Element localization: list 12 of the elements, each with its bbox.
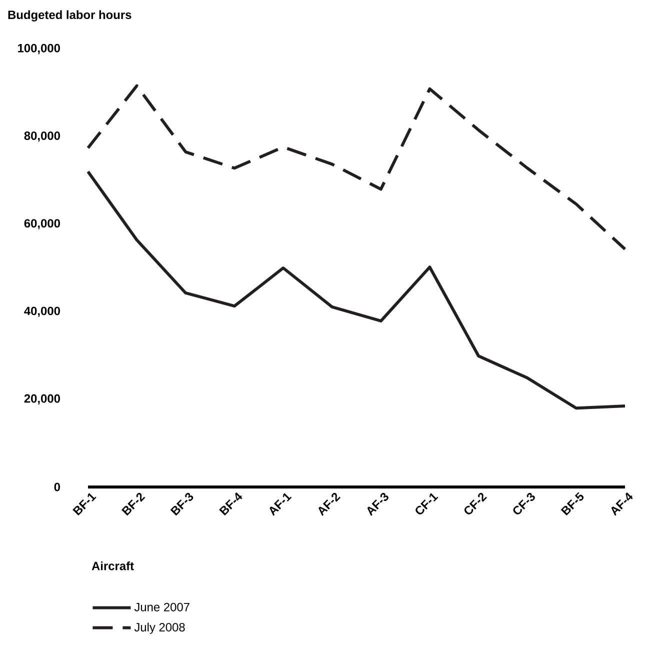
y-tick-label: 40,000	[24, 306, 60, 317]
legend-label: July 2008	[134, 622, 185, 634]
x-axis-title: Aircraft	[92, 561, 134, 570]
line-series	[86, 170, 626, 410]
y-axis-title: Budgeted labor hours	[8, 10, 132, 22]
legend-label: June 2007	[134, 602, 190, 612]
y-tick-label: 0	[54, 482, 60, 492]
y-tick-label: 60,000	[24, 219, 60, 230]
y-tick-label: 80,000	[24, 131, 60, 142]
y-tick-label: 20,000	[24, 394, 60, 404]
line-series	[86, 84, 626, 251]
y-tick-label: 100,000	[18, 44, 60, 54]
